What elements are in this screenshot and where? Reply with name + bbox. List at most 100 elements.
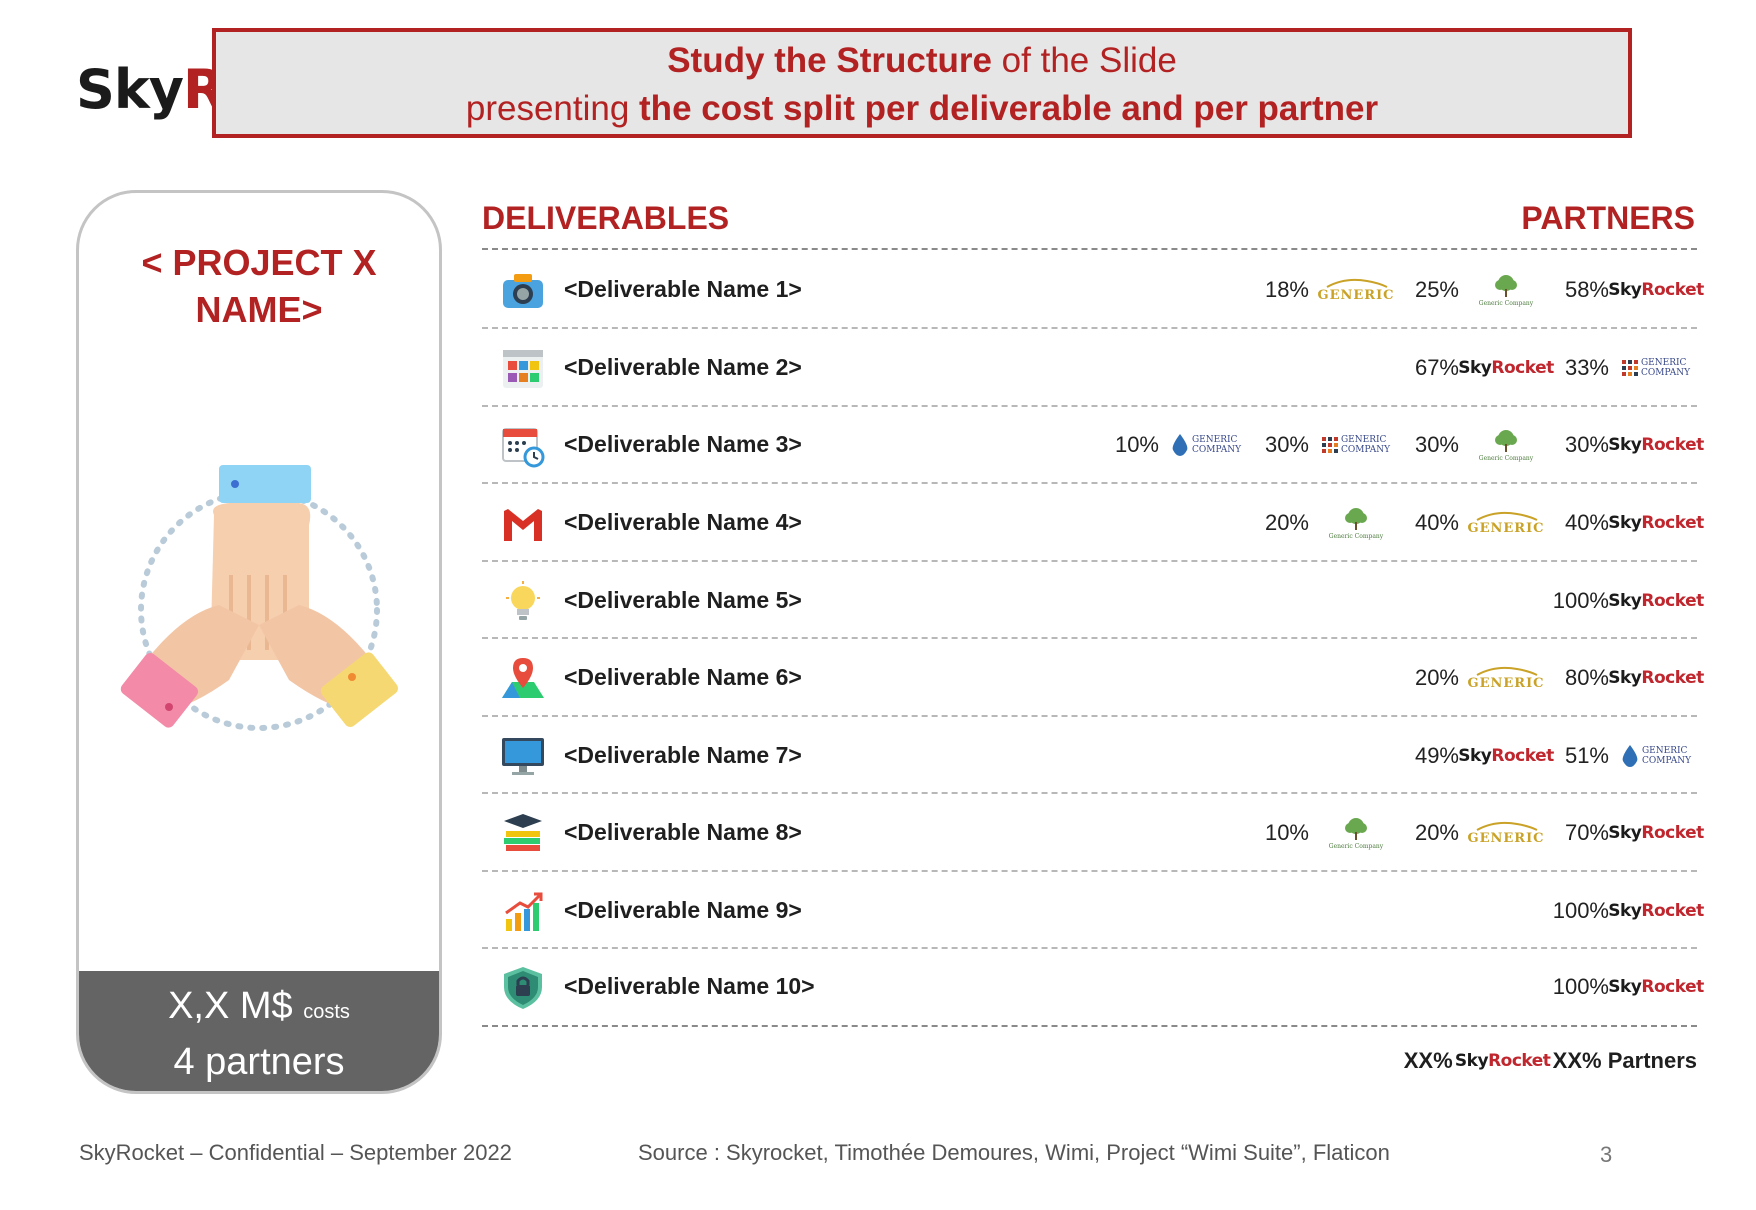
totals-pct-skyrocket: XX% [1403, 1048, 1453, 1073]
deliverable-name: <Deliverable Name 7> [564, 742, 802, 768]
share-percent: 30% [1564, 432, 1609, 457]
deliverable-row: <Deliverable Name 3> 10% GENERIC COMPANY 30%… [482, 411, 1704, 481]
share-percent: 30% [1414, 432, 1459, 457]
skyrocket-logo: SkyRocket [1608, 591, 1704, 611]
share-percent: 20% [1414, 665, 1459, 690]
partner-split: 67% SkyRocket 33% GENERIC COMPANY [1397, 348, 1697, 388]
partners-header: PARTNERS [1521, 200, 1695, 236]
subtitle-pre: presenting [465, 89, 640, 128]
partner-split: 10% Generic Company 20% GENERIC 70% SkyRocket [1247, 813, 1704, 853]
row-divider [482, 637, 1697, 639]
deliverable-name: <Deliverable Name 5> [564, 587, 802, 613]
generic-company-tree-logo: Generic Company [1465, 273, 1547, 307]
map-pin-icon [502, 658, 544, 698]
skyrocket-logo: SkyRocket [1608, 977, 1704, 997]
row-divider [482, 792, 1697, 794]
partner-split: 100% SkyRocket [1547, 891, 1705, 931]
partner-share: 18% GENERIC [1247, 273, 1397, 307]
generic-company-drop-logo: GENERIC COMPANY [1615, 739, 1697, 773]
generic-company-tree-logo: Generic Company [1315, 816, 1397, 850]
skyrocket-logo: SkyRocket [1458, 746, 1554, 766]
svg-text:GENERIC: GENERIC [1467, 521, 1544, 536]
title-bold: Study the Structure [667, 41, 992, 80]
partner-split: 10% GENERIC COMPANY 30% GENERIC COMPANY 30% Gen… [1097, 425, 1704, 465]
deliverable-row: <Deliverable Name 8> 10% Generic Company 20… [482, 799, 1704, 869]
share-percent: 40% [1414, 510, 1459, 535]
generic-company-tree-logo: Generic Company [1465, 428, 1547, 462]
generic-company-logo: GENERIC COMPANY [1315, 428, 1397, 462]
share-percent: 18% [1264, 277, 1309, 302]
growth-chart-icon [505, 892, 543, 931]
partner-split: 20% GENERIC 80% SkyRocket [1397, 658, 1704, 698]
deliverable-row: <Deliverable Name 7> 49% SkyRocket 51% GENER… [482, 722, 1697, 792]
partner-share: 20% GENERIC [1397, 661, 1547, 695]
shield-lock-icon [504, 967, 542, 1009]
share-percent: 49% [1414, 743, 1459, 768]
deliverable-name: <Deliverable Name 6> [564, 664, 802, 690]
partner-split: 100% SkyRocket [1547, 967, 1705, 1007]
deliverable-name: <Deliverable Name 8> [564, 819, 802, 845]
share-percent: 70% [1564, 820, 1609, 845]
project-title: < PROJECT X NAME> [141, 242, 377, 330]
partner-share: 25% Generic Company [1397, 273, 1547, 307]
generic-car-dealer-logo: GENERIC [1315, 273, 1397, 307]
monitor-icon [502, 738, 544, 775]
share-percent: 20% [1414, 820, 1459, 845]
partner-share: 100% SkyRocket [1547, 894, 1705, 928]
row-divider [482, 870, 1697, 872]
deliverable-row: <Deliverable Name 10> 100% SkyRocket [482, 953, 1705, 1023]
costs-label: costs [303, 1001, 350, 1023]
camera-icon [503, 274, 543, 308]
share-percent: 10% [1114, 432, 1159, 457]
costs-line: X,X M$ costs [79, 981, 439, 1037]
row-divider [482, 560, 1697, 562]
brand-text: Sky [76, 58, 184, 121]
generic-company-logo: GENERIC COMPANY [1615, 351, 1697, 385]
share-percent: 51% [1564, 743, 1609, 768]
deliverables-header: DELIVERABLES [482, 200, 730, 236]
graduation-books-icon [504, 814, 542, 851]
subtitle-bold: the cost split per deliverable and per p… [639, 89, 1379, 128]
share-percent: 100% [1552, 974, 1609, 999]
partner-share: 30% Generic Company [1397, 428, 1547, 462]
title-banner: Study the Structure of the Slide present… [212, 28, 1632, 138]
partner-share: 80% SkyRocket [1547, 661, 1704, 695]
partner-share: 100% SkyRocket [1547, 970, 1705, 1004]
partner-split: 18% GENERIC 25% Generic Company 58% SkyRocket [1247, 270, 1704, 310]
partner-share: 70% SkyRocket [1547, 816, 1704, 850]
totals-row: XX% SkyRocket XX% Partners [1404, 1044, 1697, 1078]
partner-split: 20% Generic Company 40% GENERIC 40% SkyRocket [1247, 503, 1704, 543]
partner-share: 51% GENERIC COMPANY [1547, 739, 1697, 773]
row-divider [482, 715, 1697, 717]
share-percent: 40% [1564, 510, 1609, 535]
partner-share: 30% GENERIC COMPANY [1247, 428, 1397, 462]
share-percent: 25% [1414, 277, 1459, 302]
share-percent: 10% [1264, 820, 1309, 845]
deliverable-name: <Deliverable Name 1> [564, 276, 802, 302]
svg-text:Generic Company: Generic Company [1329, 843, 1384, 850]
generic-car-dealer-logo: GENERIC [1465, 506, 1547, 540]
deliverable-name: <Deliverable Name 4> [564, 509, 802, 535]
generic-car-dealer-logo: GENERIC [1465, 661, 1547, 695]
svg-text:Generic Company: Generic Company [1479, 455, 1534, 462]
partners-count: 4 partners [173, 1041, 345, 1083]
partner-share: 100% SkyRocket [1547, 584, 1705, 618]
row-divider [482, 482, 1697, 484]
deliverable-name: <Deliverable Name 3> [564, 431, 802, 457]
skyrocket-logo: SkyRocket [1608, 280, 1704, 300]
skyrocket-logo: SkyRocket [1608, 668, 1704, 688]
deliverable-row: <Deliverable Name 9> 100% SkyRocket [482, 877, 1705, 947]
partner-share: 40% SkyRocket [1547, 506, 1704, 540]
deliverable-name: <Deliverable Name 9> [564, 897, 802, 923]
deliverable-name: <Deliverable Name 10> [564, 973, 815, 999]
project-card: < PROJECT X NAME> X,X M$ costs 4 partner… [76, 190, 442, 1094]
row-divider [482, 947, 1697, 949]
partner-share: 20% GENERIC [1397, 816, 1547, 850]
svg-text:GENERIC: GENERIC [1317, 288, 1394, 303]
partner-share: 49% SkyRocket [1397, 739, 1554, 773]
footer-confidential: SkyRocket – Confidential – September 202… [79, 1140, 512, 1165]
app-grid-icon [503, 350, 543, 388]
table-bottom-divider [482, 1025, 1697, 1027]
lightbulb-icon [506, 581, 540, 620]
deliverable-row: <Deliverable Name 5> 100% SkyRocket [482, 567, 1705, 637]
